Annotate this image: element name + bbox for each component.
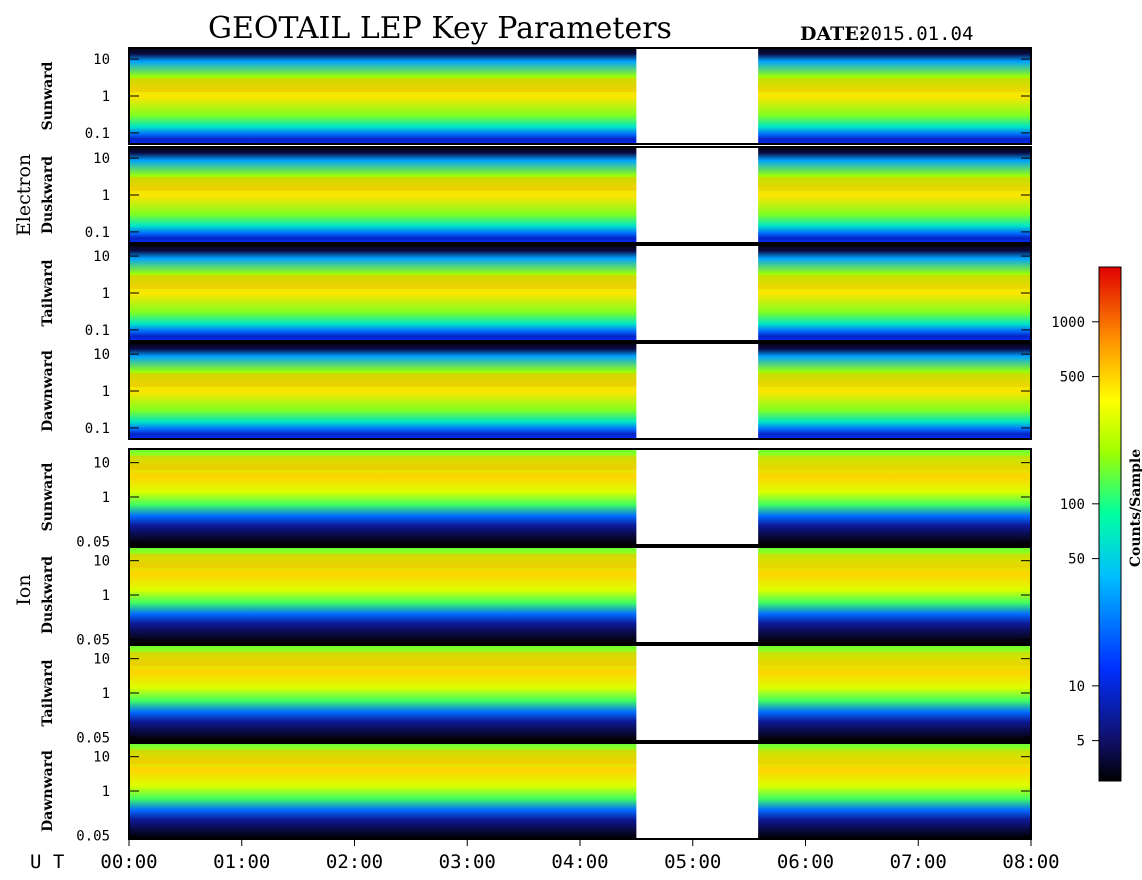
panel-ion-tailward: Tailward 10 1 0.05 (40, 644, 1032, 747)
y-tick-label: 10 (93, 249, 110, 265)
spectrogram-fill (758, 743, 1031, 839)
y-tick-label: 0.1 (85, 126, 110, 142)
y-tick-label: 0.05 (76, 731, 110, 747)
colorbar-tick-label: 500 (1060, 370, 1085, 386)
panel-label: Duskward (40, 156, 56, 234)
y-tick-label: 1 (102, 686, 110, 702)
panel-electron-duskward: Duskward 10 1 0.1 (40, 146, 1032, 244)
peak-band (129, 553, 637, 568)
y-tick-label: 10 (93, 652, 110, 668)
y-tick-label: 10 (93, 554, 110, 570)
x-tick-label: 03:00 (439, 851, 496, 873)
peak-band (758, 749, 1031, 764)
panel-label: Dawnward (40, 350, 56, 432)
spectrogram-fill (129, 743, 637, 839)
spectrogram-fill (758, 147, 1031, 243)
panel-electron-tailward: Tailward 10 1 0.1 (40, 244, 1032, 342)
peak-band (758, 651, 1031, 666)
spectrogram-fill (758, 48, 1031, 144)
y-tick-label: 1 (102, 188, 110, 204)
peak-band (758, 372, 1031, 387)
y-tick-label: 0.05 (76, 829, 110, 845)
panel-label: Sunward (40, 462, 56, 531)
panel-ion-dawnward: Dawnward 10 1 0.05 (40, 742, 1032, 845)
y-tick-label: 0.05 (76, 633, 110, 649)
y-tick-label: 1 (102, 384, 110, 400)
peak-band (758, 77, 1031, 92)
date-value: 2015.01.04 (859, 23, 973, 45)
y-tick-label: 10 (93, 347, 110, 363)
y-tick-label: 1 (102, 286, 110, 302)
spectrogram-fill (758, 547, 1031, 643)
panel-label: Tailward (40, 259, 56, 326)
y-tick-label: 0.1 (85, 421, 110, 437)
x-tick-label: 01:00 (213, 851, 270, 873)
spectrogram-fill (129, 147, 637, 243)
panel-label: Dawnward (40, 750, 56, 832)
spectrogram-fill (758, 449, 1031, 545)
y-tick-label: 1 (102, 784, 110, 800)
panel-label: Sunward (40, 61, 56, 130)
y-tick-label: 1 (102, 490, 110, 506)
spectrogram-fill (129, 547, 637, 643)
spectrogram-fill (129, 449, 637, 545)
spectrogram-fill (758, 645, 1031, 741)
time-axis: 00:00 01:00 02:00 03:00 04:00 05:00 06:00 07:00… (30, 839, 1060, 873)
panel-label: Tailward (40, 659, 56, 726)
spectrogram-fill (758, 245, 1031, 341)
y-tick-label: 10 (93, 151, 110, 167)
spectrogram-fill (129, 48, 637, 144)
peak-band (129, 274, 637, 289)
colorbar: 1000 500 100 50 10 5 (1051, 266, 1122, 782)
chart-title: GEOTAIL LEP Key Parameters (208, 11, 672, 46)
y-tick-label: 10 (93, 52, 110, 68)
x-tick-label: 07:00 (890, 851, 947, 873)
x-tick-label: 00:00 (100, 851, 157, 873)
colorbar-tick-label: 5 (1077, 734, 1085, 750)
group-label-ion: Ion (13, 574, 35, 605)
colorbar-label: Counts/Sample (1128, 449, 1142, 567)
x-tick-label: 05:00 (664, 851, 721, 873)
spectrogram-fill (758, 343, 1031, 439)
time-axis-label: U T (30, 851, 64, 873)
x-tick-label: 08:00 (1002, 851, 1059, 873)
peak-band (758, 176, 1031, 191)
y-tick-label: 10 (93, 456, 110, 472)
panel-label: Duskward (40, 556, 56, 634)
y-tick-label: 0.1 (85, 225, 110, 241)
peak-band (758, 274, 1031, 289)
colorbar-tick-label: 50 (1068, 552, 1085, 568)
peak-band (758, 553, 1031, 568)
spectrogram-fill (129, 343, 637, 439)
peak-band (129, 77, 637, 92)
panel-electron-dawnward: Dawnward 10 1 0.1 (40, 342, 1032, 440)
group-label-electron: Electron (13, 154, 35, 236)
date-label: DATE: (800, 23, 866, 45)
y-tick-label: 1 (102, 89, 110, 105)
x-tick-label: 04:00 (551, 851, 608, 873)
panel-ion-duskward: Duskward 10 1 0.05 (40, 546, 1032, 649)
peak-band (758, 455, 1031, 470)
panel-ion-sunward: Sunward 10 1 0.05 (40, 448, 1032, 551)
x-tick-label: 02:00 (326, 851, 383, 873)
y-tick-label: 1 (102, 588, 110, 604)
y-tick-label: 0.05 (76, 535, 110, 551)
colorbar-gradient (1098, 266, 1122, 782)
colorbar-tick-label: 100 (1060, 497, 1085, 513)
y-tick-label: 0.1 (85, 323, 110, 339)
x-tick-label: 06:00 (777, 851, 834, 873)
colorbar-tick-label: 1000 (1051, 315, 1085, 331)
peak-band (129, 176, 637, 191)
spectrogram-fill (129, 245, 637, 341)
peak-band (129, 372, 637, 387)
colorbar-tick-label: 10 (1068, 679, 1085, 695)
peak-band (129, 651, 637, 666)
panel-electron-sunward: Sunward 10 1 0.1 (40, 47, 1032, 145)
peak-band (129, 455, 637, 470)
y-tick-label: 10 (93, 750, 110, 766)
peak-band (129, 749, 637, 764)
spectrogram-fill (129, 645, 637, 741)
